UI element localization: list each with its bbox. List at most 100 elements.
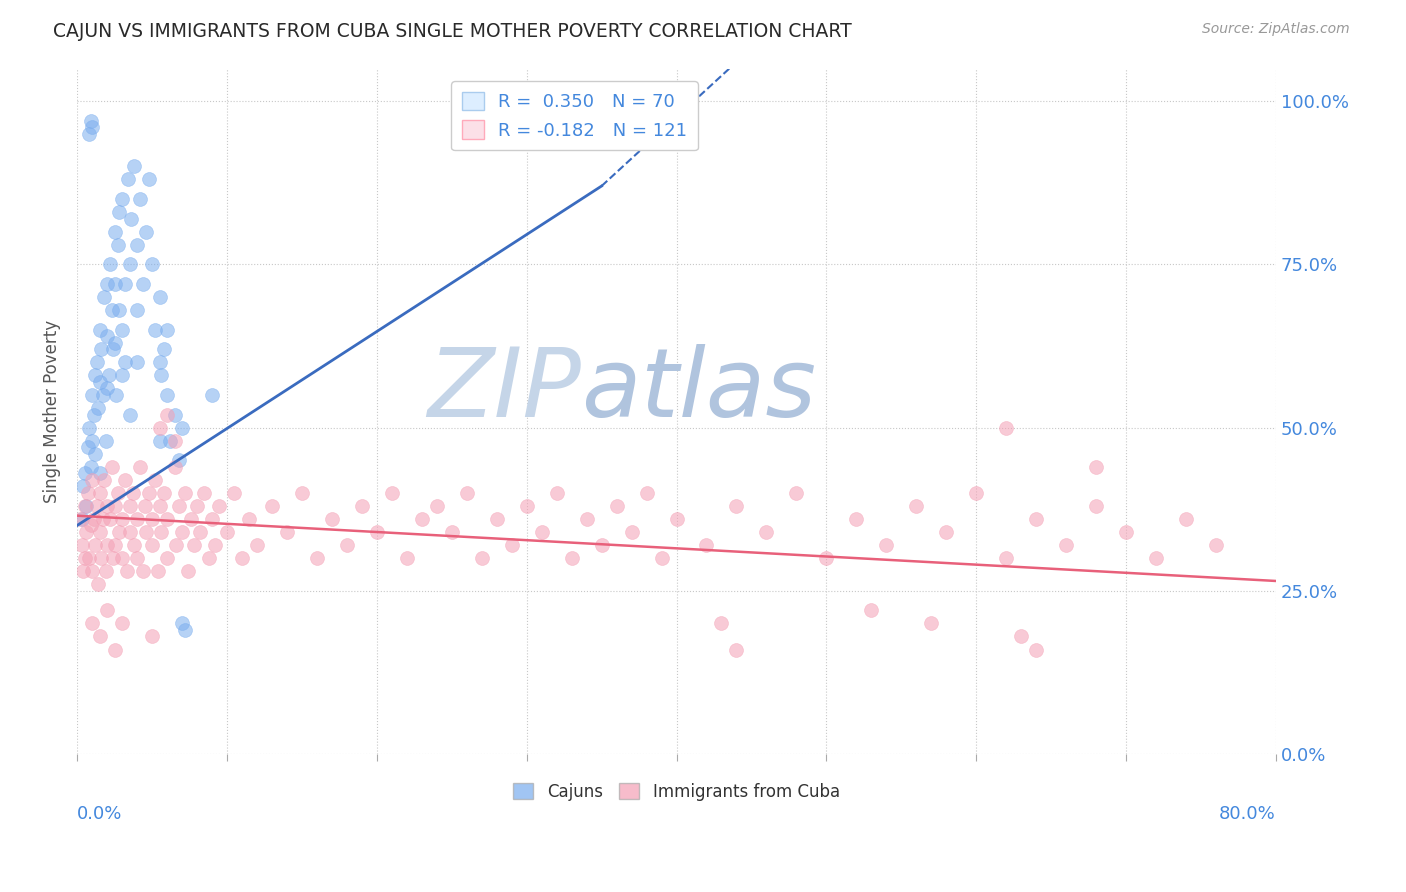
Point	[80, 564, 103, 578]
Point	[180, 512, 202, 526]
Point	[77, 127, 100, 141]
Point	[471, 551, 494, 566]
Point	[134, 499, 156, 513]
Point	[132, 564, 155, 578]
Point	[115, 564, 138, 578]
Point	[291, 486, 314, 500]
Point	[815, 551, 838, 566]
Point	[90, 551, 112, 566]
Point	[125, 512, 148, 526]
Point	[208, 499, 231, 513]
Point	[80, 434, 103, 448]
Point	[591, 538, 613, 552]
Point	[636, 486, 658, 500]
Point	[118, 257, 141, 271]
Point	[80, 473, 103, 487]
Point	[148, 499, 170, 513]
Point	[125, 303, 148, 318]
Point	[138, 486, 160, 500]
Point	[165, 538, 187, 552]
Point	[177, 564, 200, 578]
Point	[129, 192, 152, 206]
Point	[188, 524, 211, 539]
Point	[96, 499, 118, 513]
Point	[108, 303, 131, 318]
Point	[90, 343, 112, 357]
Point	[87, 577, 110, 591]
Point	[193, 486, 215, 500]
Point	[98, 257, 121, 271]
Point	[118, 524, 141, 539]
Point	[80, 616, 103, 631]
Point	[118, 499, 141, 513]
Point	[75, 524, 97, 539]
Point	[114, 355, 136, 369]
Point	[546, 486, 568, 500]
Point	[153, 486, 176, 500]
Text: atlas: atlas	[581, 344, 815, 437]
Point	[141, 512, 163, 526]
Point	[530, 524, 553, 539]
Point	[163, 459, 186, 474]
Point	[77, 420, 100, 434]
Point	[1054, 538, 1077, 552]
Point	[84, 538, 107, 552]
Point	[69, 512, 91, 526]
Point	[501, 538, 523, 552]
Point	[905, 499, 928, 513]
Point	[96, 329, 118, 343]
Point	[77, 551, 100, 566]
Point	[995, 551, 1018, 566]
Point	[785, 486, 807, 500]
Point	[163, 434, 186, 448]
Point	[1025, 642, 1047, 657]
Point	[100, 459, 122, 474]
Point	[108, 524, 131, 539]
Point	[710, 616, 733, 631]
Point	[875, 538, 897, 552]
Point	[153, 343, 176, 357]
Point	[201, 388, 224, 402]
Point	[336, 538, 359, 552]
Point	[695, 538, 717, 552]
Point	[183, 538, 205, 552]
Point	[141, 630, 163, 644]
Point	[606, 499, 628, 513]
Point	[89, 467, 111, 481]
Point	[860, 603, 883, 617]
Point	[395, 551, 418, 566]
Point	[91, 388, 114, 402]
Point	[246, 538, 269, 552]
Point	[174, 623, 197, 637]
Point	[103, 335, 125, 350]
Point	[167, 453, 190, 467]
Point	[141, 257, 163, 271]
Point	[163, 408, 186, 422]
Point	[920, 616, 942, 631]
Point	[148, 355, 170, 369]
Point	[170, 524, 193, 539]
Point	[111, 551, 134, 566]
Point	[156, 323, 179, 337]
Point	[159, 434, 181, 448]
Point	[148, 290, 170, 304]
Y-axis label: Single Mother Poverty: Single Mother Poverty	[44, 319, 60, 503]
Point	[114, 277, 136, 291]
Legend: Cajuns, Immigrants from Cuba: Cajuns, Immigrants from Cuba	[506, 776, 846, 807]
Point	[321, 512, 343, 526]
Point	[725, 642, 748, 657]
Point	[755, 524, 778, 539]
Point	[87, 401, 110, 415]
Point	[114, 473, 136, 487]
Point	[965, 486, 987, 500]
Point	[516, 499, 538, 513]
Point	[96, 603, 118, 617]
Point	[70, 538, 93, 552]
Point	[73, 551, 96, 566]
Point	[89, 323, 111, 337]
Point	[186, 499, 208, 513]
Point	[156, 512, 179, 526]
Point	[103, 225, 125, 239]
Point	[84, 368, 107, 383]
Point	[238, 512, 260, 526]
